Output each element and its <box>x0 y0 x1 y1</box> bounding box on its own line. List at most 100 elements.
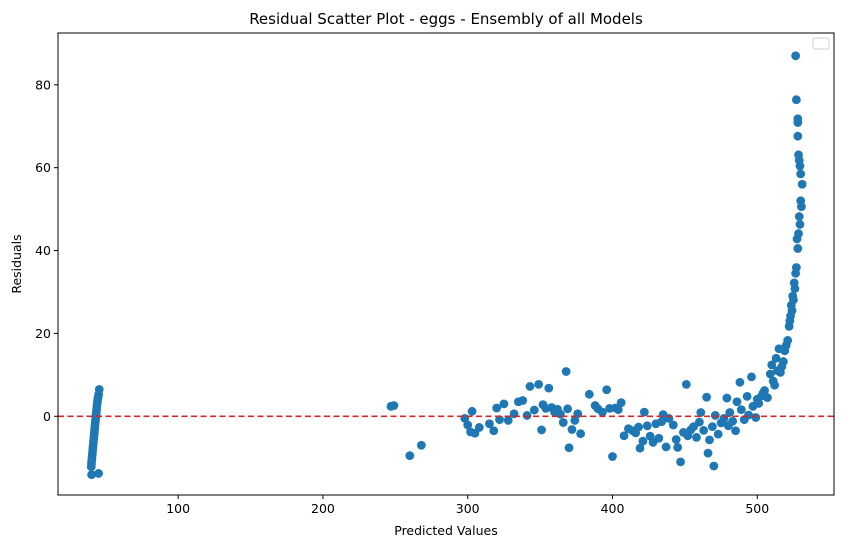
scatter-point <box>671 435 681 444</box>
scatter-point <box>495 415 504 424</box>
scatter-point <box>794 212 804 221</box>
scatter-point <box>522 411 532 420</box>
scatter-point <box>634 422 643 432</box>
scatter-point <box>529 405 539 415</box>
scatter-point <box>676 457 685 467</box>
scatter-point <box>558 418 568 427</box>
scatter-point <box>94 384 104 394</box>
scatter-point <box>485 419 494 429</box>
y-tick-label: 0 <box>43 409 51 424</box>
y-axis-ticks: 0 20 40 60 80 <box>35 77 58 424</box>
scatter-point <box>728 416 738 426</box>
scatter-point <box>567 425 577 434</box>
scatter-point <box>613 405 623 415</box>
scatter-point <box>795 220 805 229</box>
scatter-point <box>767 360 777 370</box>
scatter-point <box>736 405 746 415</box>
scatter-point <box>503 416 513 425</box>
scatter-point <box>564 443 574 453</box>
scatter-point <box>492 403 502 413</box>
y-tick-label: 60 <box>35 160 51 175</box>
scatter-point <box>635 443 645 453</box>
scatter-point <box>654 433 664 443</box>
scatter-point <box>760 386 769 395</box>
scatter-point <box>87 470 96 480</box>
scatter-point <box>639 407 649 417</box>
scatter-point <box>657 417 667 427</box>
scatter-point <box>744 410 753 420</box>
scatter-point <box>489 426 499 436</box>
scatter-point <box>794 229 803 238</box>
scatter-point <box>797 179 807 189</box>
scatter-point <box>563 404 573 414</box>
scatter-point <box>474 423 484 432</box>
scatter-point <box>499 399 509 409</box>
scatter-point <box>555 409 565 419</box>
scatter-point <box>681 379 691 389</box>
scatter-point <box>597 407 607 417</box>
y-tick-label: 20 <box>35 326 51 341</box>
scatter-point <box>735 377 745 387</box>
scatter-point <box>754 399 764 408</box>
scatter-point <box>722 393 732 403</box>
scatter-point <box>94 469 103 478</box>
scatter-point <box>534 379 544 389</box>
scatter-point <box>707 422 717 432</box>
scatter-points <box>86 51 807 480</box>
scatter-point <box>783 336 793 345</box>
scatter-point <box>673 442 683 452</box>
scatter-point <box>794 150 803 160</box>
scatter-point <box>797 202 806 212</box>
scatter-point <box>731 426 740 436</box>
scatter-point <box>692 433 701 442</box>
legend-box <box>812 37 830 50</box>
scatter-point <box>770 380 780 390</box>
scatter-point <box>602 385 612 395</box>
plot-area <box>58 33 834 495</box>
scatter-point <box>793 114 803 124</box>
x-tick-label: 100 <box>166 501 190 516</box>
scatter-point <box>742 391 752 401</box>
scatter-point <box>561 367 571 376</box>
y-tick-label: 80 <box>35 77 51 92</box>
scatter-point <box>570 416 580 425</box>
scatter-point <box>405 451 415 461</box>
scatter-point <box>763 393 772 403</box>
scatter-point <box>702 392 711 402</box>
scatter-point <box>544 383 554 393</box>
scatter-point <box>725 408 735 417</box>
scatter-point <box>694 417 704 427</box>
scatter-point <box>518 396 528 405</box>
scatter-point <box>467 406 477 416</box>
scatter-point <box>705 435 714 445</box>
scatter-point <box>771 353 781 363</box>
scatter-point <box>747 372 756 382</box>
axes-spines <box>57 32 835 496</box>
scatter-point <box>796 169 806 179</box>
scatter-point <box>668 420 678 430</box>
scatter-point <box>793 244 803 253</box>
chart-title: Residual Scatter Plot - eggs - Ensembly … <box>249 10 643 28</box>
scatter-point <box>778 357 788 366</box>
scatter-point <box>791 51 801 61</box>
y-axis-label: Residuals <box>9 234 24 293</box>
scatter-point <box>642 421 652 431</box>
x-axis-ticks: 100 200 300 400 500 <box>166 495 769 516</box>
x-axis-label: Predicted Values <box>394 523 498 538</box>
scatter-point <box>584 389 594 399</box>
scatter-point <box>699 425 709 435</box>
x-tick-label: 400 <box>601 501 625 516</box>
x-tick-label: 500 <box>745 501 769 516</box>
scatter-point <box>389 401 399 410</box>
scatter-point <box>608 452 617 461</box>
plot-background <box>58 33 834 495</box>
scatter-point <box>525 382 535 391</box>
axes-frame <box>57 32 835 496</box>
scatter-point <box>710 411 720 420</box>
scatter-point <box>463 420 473 430</box>
scatter-point <box>793 131 803 141</box>
y-tick-label: 40 <box>35 243 51 258</box>
scatter-point <box>791 263 801 272</box>
scatter-point <box>537 425 546 435</box>
